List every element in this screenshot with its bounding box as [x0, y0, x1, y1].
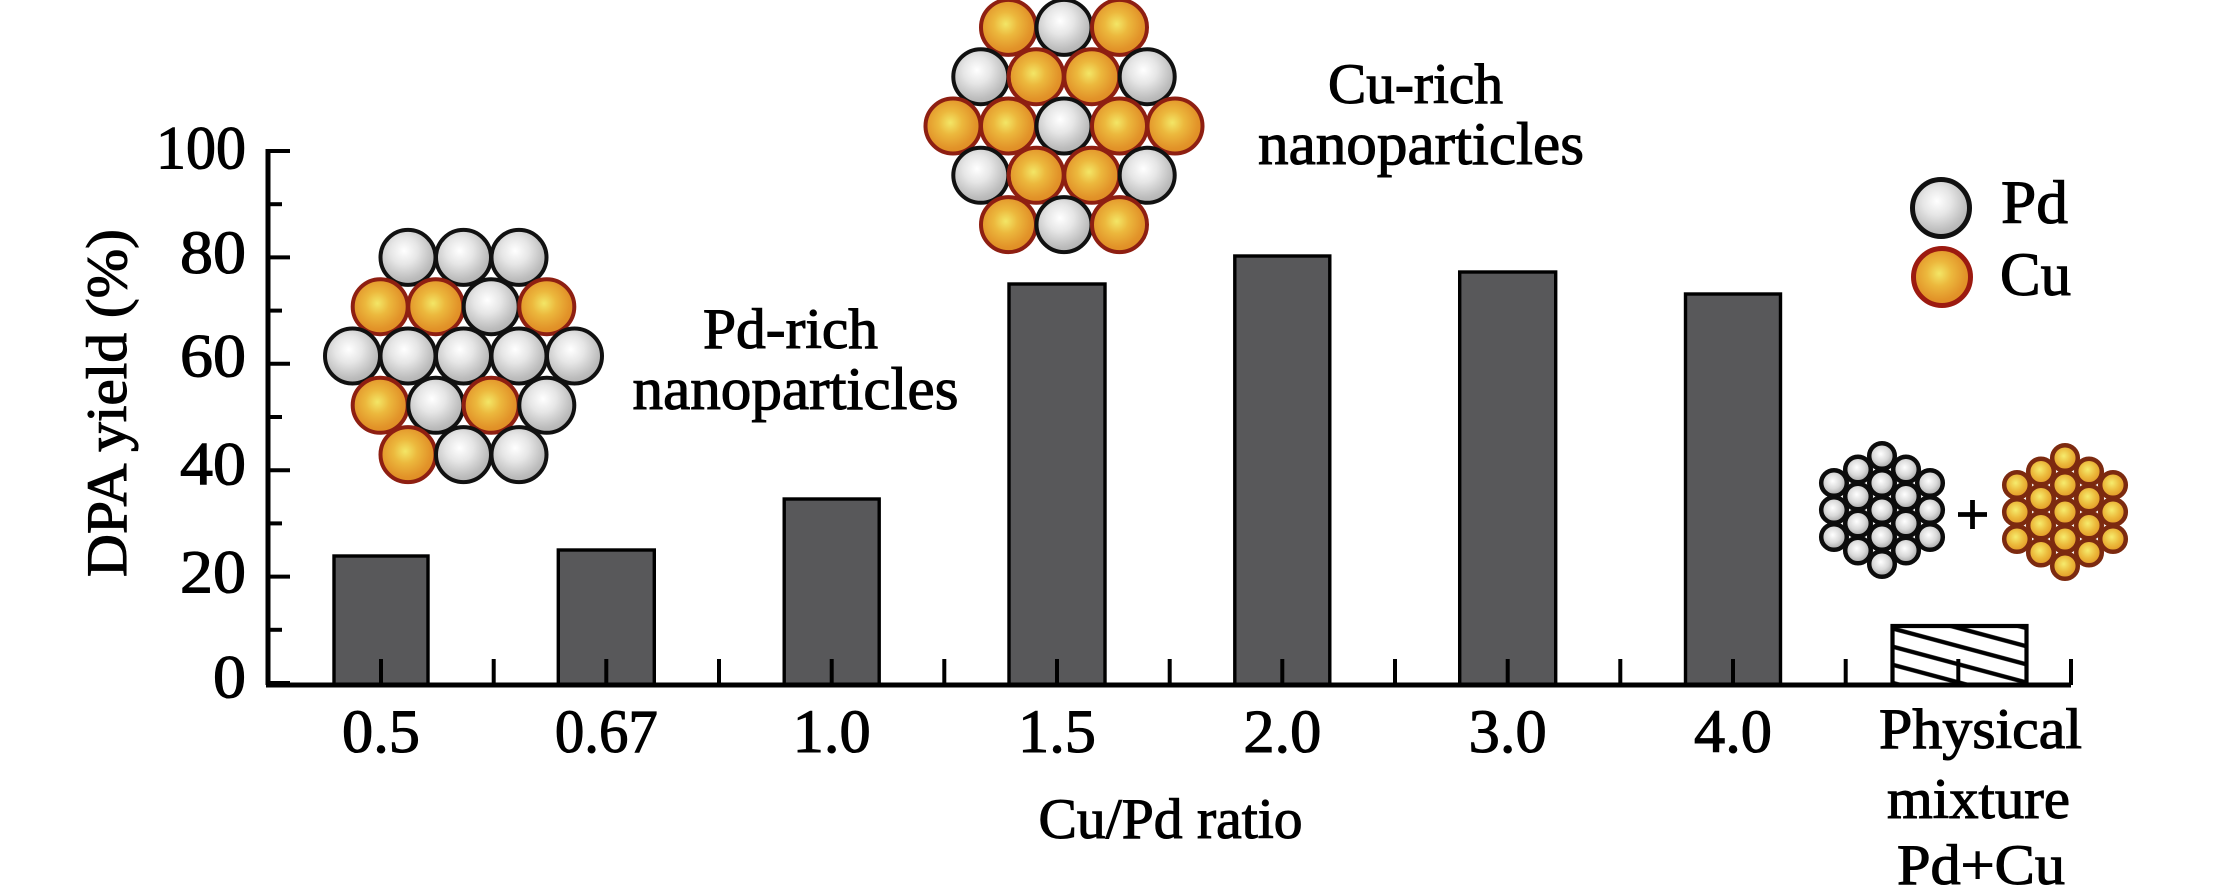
svg-text:Pd-rich: Pd-rich: [703, 298, 878, 361]
svg-text:1.5: 1.5: [1018, 699, 1096, 766]
svg-text:1.0: 1.0: [793, 699, 871, 766]
svg-text:DPA yield (%): DPA yield (%): [76, 229, 139, 577]
svg-text:20: 20: [180, 540, 246, 607]
svg-text:nanoparticles: nanoparticles: [1258, 111, 1584, 177]
svg-text:60: 60: [180, 324, 246, 391]
svg-text:4.0: 4.0: [1694, 699, 1772, 766]
svg-text:0.5: 0.5: [342, 699, 420, 766]
svg-text:Physical: Physical: [1879, 698, 2082, 761]
svg-text:mixture: mixture: [1887, 768, 2070, 831]
svg-text:40: 40: [180, 432, 246, 499]
svg-text:Cu: Cu: [2000, 242, 2071, 309]
svg-text:Pd: Pd: [2001, 170, 2068, 237]
svg-text:0.67: 0.67: [555, 699, 658, 766]
svg-text:Cu/Pd ratio: Cu/Pd ratio: [1039, 788, 1303, 851]
svg-text:Pd+Cu: Pd+Cu: [1897, 834, 2065, 886]
svg-text:100: 100: [156, 116, 246, 183]
svg-text:nanoparticles: nanoparticles: [633, 356, 959, 422]
svg-text:3.0: 3.0: [1469, 699, 1547, 766]
svg-text:80: 80: [180, 220, 246, 287]
svg-text:Cu-rich: Cu-rich: [1328, 53, 1503, 116]
svg-text:0: 0: [213, 645, 246, 712]
svg-text:2.0: 2.0: [1243, 699, 1321, 766]
